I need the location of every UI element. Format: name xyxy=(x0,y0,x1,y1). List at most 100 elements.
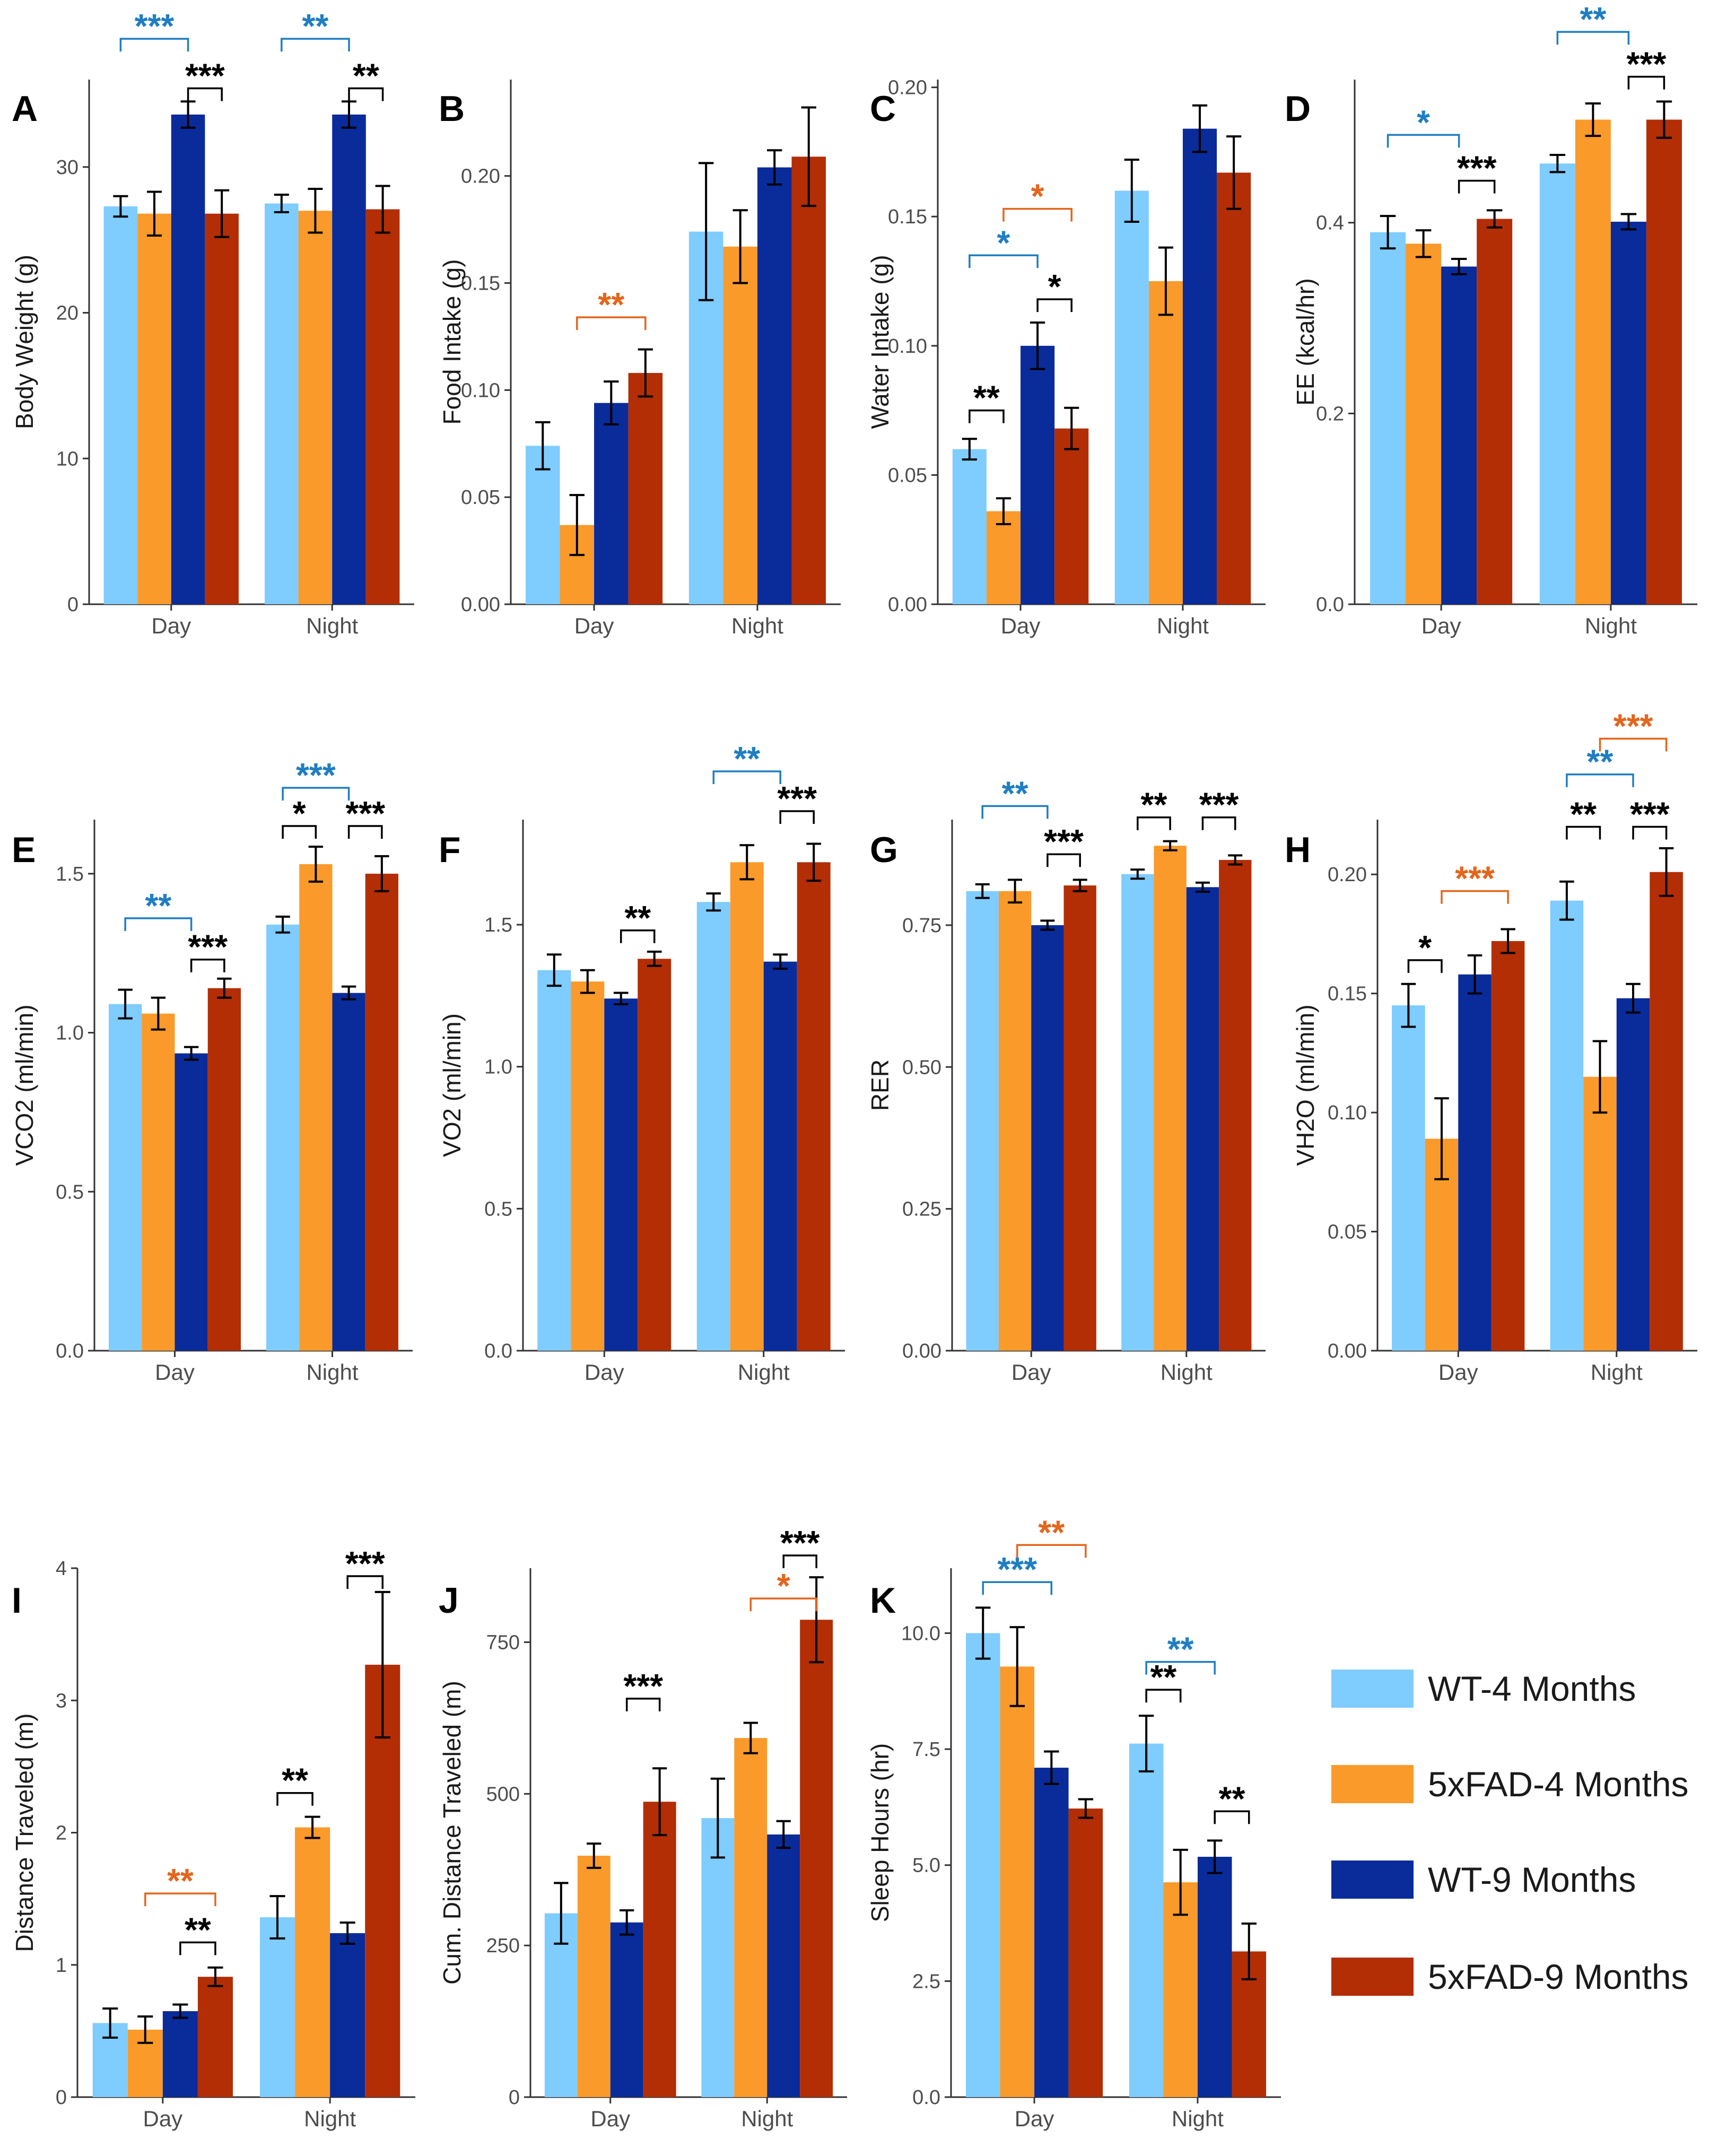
significance-stars: ** xyxy=(1002,774,1028,812)
x-tick-label: Day xyxy=(1438,1360,1478,1385)
bar xyxy=(332,993,365,1351)
bar xyxy=(265,203,299,604)
y-tick-label: 0.2 xyxy=(1316,403,1344,425)
x-tick-label: Night xyxy=(304,2106,356,2131)
bar xyxy=(365,209,400,604)
bar xyxy=(259,1917,295,2097)
x-tick-label: Day xyxy=(585,1360,624,1385)
y-axis-title: VH2O (ml/min) xyxy=(1292,1004,1319,1166)
significance-stars: *** xyxy=(997,1550,1037,1588)
significance-stars: *** xyxy=(1627,45,1667,83)
y-tick-label: 0.10 xyxy=(888,335,927,358)
x-tick-label: Night xyxy=(1161,1360,1213,1385)
significance-stars: ** xyxy=(1150,1658,1177,1696)
x-tick-label: Day xyxy=(143,2106,182,2131)
x-tick-label: Day xyxy=(155,1360,195,1385)
bar xyxy=(1477,219,1513,604)
bar xyxy=(175,1053,208,1351)
y-axis-title: Sleep Hours (hr) xyxy=(866,1743,894,1922)
panel-letter: C xyxy=(870,89,896,129)
significance-bracket xyxy=(346,1575,384,1589)
legend-swatch xyxy=(1331,1958,1414,1996)
bar xyxy=(1550,900,1584,1351)
bar xyxy=(1000,1666,1035,2097)
panel-letter: J xyxy=(439,1580,459,1621)
significance-bracket xyxy=(620,929,656,943)
bar xyxy=(730,862,764,1351)
bar xyxy=(1186,887,1219,1351)
significance-bracket xyxy=(782,1554,817,1568)
bar xyxy=(171,114,205,604)
y-tick-label: 5.0 xyxy=(912,1855,940,1877)
panel-b: B 0.00 0.05 0.10 0.15 0.20 Food Intake (g) Day N… xyxy=(438,80,841,638)
significance-bracket xyxy=(982,1581,1053,1595)
y-tick-label: 0.0 xyxy=(912,2087,940,2109)
bar xyxy=(1031,925,1064,1351)
y-tick-label: 0.5 xyxy=(484,1198,512,1220)
significance-stars: * xyxy=(1418,928,1432,967)
bar xyxy=(767,1834,800,2097)
x-tick-label: Night xyxy=(738,1360,790,1385)
bar xyxy=(628,373,663,604)
y-tick-label: 0 xyxy=(67,594,79,616)
bar xyxy=(1616,998,1650,1351)
bar xyxy=(525,446,560,604)
significance-bracket xyxy=(179,1941,216,1955)
y-tick-label: 1.0 xyxy=(56,1022,84,1045)
y-tick-label: 0.0 xyxy=(1316,594,1344,616)
bar xyxy=(197,1977,233,2097)
significance-bracket xyxy=(1137,816,1171,830)
legend-item: WT-4 Months xyxy=(1331,1669,1636,1708)
bar xyxy=(537,970,571,1351)
legend-label: WT-9 Months xyxy=(1428,1860,1636,1899)
bar xyxy=(1610,221,1646,604)
bar xyxy=(701,1818,735,2097)
x-tick-label: Night xyxy=(1172,2106,1224,2131)
significance-stars: *** xyxy=(1614,707,1653,745)
bar xyxy=(1054,428,1089,604)
significance-bracket xyxy=(281,38,350,52)
y-tick-label: 0.0 xyxy=(56,1340,84,1362)
y-axis-title: EE (kcal/hr) xyxy=(1292,278,1319,405)
y-tick-label: 30 xyxy=(56,157,79,179)
y-tick-label: 0.50 xyxy=(902,1056,941,1079)
y-tick-label: 0.4 xyxy=(1316,212,1344,234)
y-tick-label: 0.00 xyxy=(888,594,927,616)
legend-label: WT-4 Months xyxy=(1428,1669,1636,1708)
y-tick-label: 750 xyxy=(486,1631,520,1654)
y-tick-label: 0.15 xyxy=(1328,983,1367,1005)
x-tick-label: Day xyxy=(574,613,614,638)
x-tick-label: Day xyxy=(590,2106,630,2131)
bar xyxy=(610,1922,643,2097)
y-tick-label: 0.05 xyxy=(461,486,500,509)
significance-stars: ** xyxy=(973,379,1000,417)
bar xyxy=(998,891,1032,1351)
y-tick-label: 0.25 xyxy=(902,1198,941,1221)
significance-bracket xyxy=(1441,890,1509,904)
bar xyxy=(1068,1809,1103,2097)
significance-bracket xyxy=(1145,1661,1216,1675)
y-tick-label: 0.20 xyxy=(461,166,500,188)
bar xyxy=(299,864,333,1351)
significance-stars: * xyxy=(293,794,306,832)
y-tick-label: 10.0 xyxy=(901,1622,940,1645)
y-tick-label: 0.05 xyxy=(888,464,927,486)
x-tick-label: Night xyxy=(306,613,358,638)
significance-bracket xyxy=(1407,959,1443,973)
y-tick-label: 7.5 xyxy=(912,1738,940,1761)
significance-stars: ** xyxy=(1038,1513,1065,1551)
significance-bracket xyxy=(1566,825,1601,840)
bar xyxy=(162,2011,198,2097)
panel-letter: H xyxy=(1285,830,1311,870)
significance-bracket xyxy=(124,917,193,931)
y-tick-label: 0.00 xyxy=(1328,1340,1367,1362)
significance-bracket xyxy=(1201,816,1236,830)
significance-stars: *** xyxy=(135,7,175,45)
y-tick-label: 0.00 xyxy=(902,1340,941,1362)
significance-stars: *** xyxy=(1630,795,1670,833)
significance-stars: *** xyxy=(188,928,228,966)
y-tick-label: 20 xyxy=(56,302,79,325)
bar xyxy=(1197,1856,1232,2097)
